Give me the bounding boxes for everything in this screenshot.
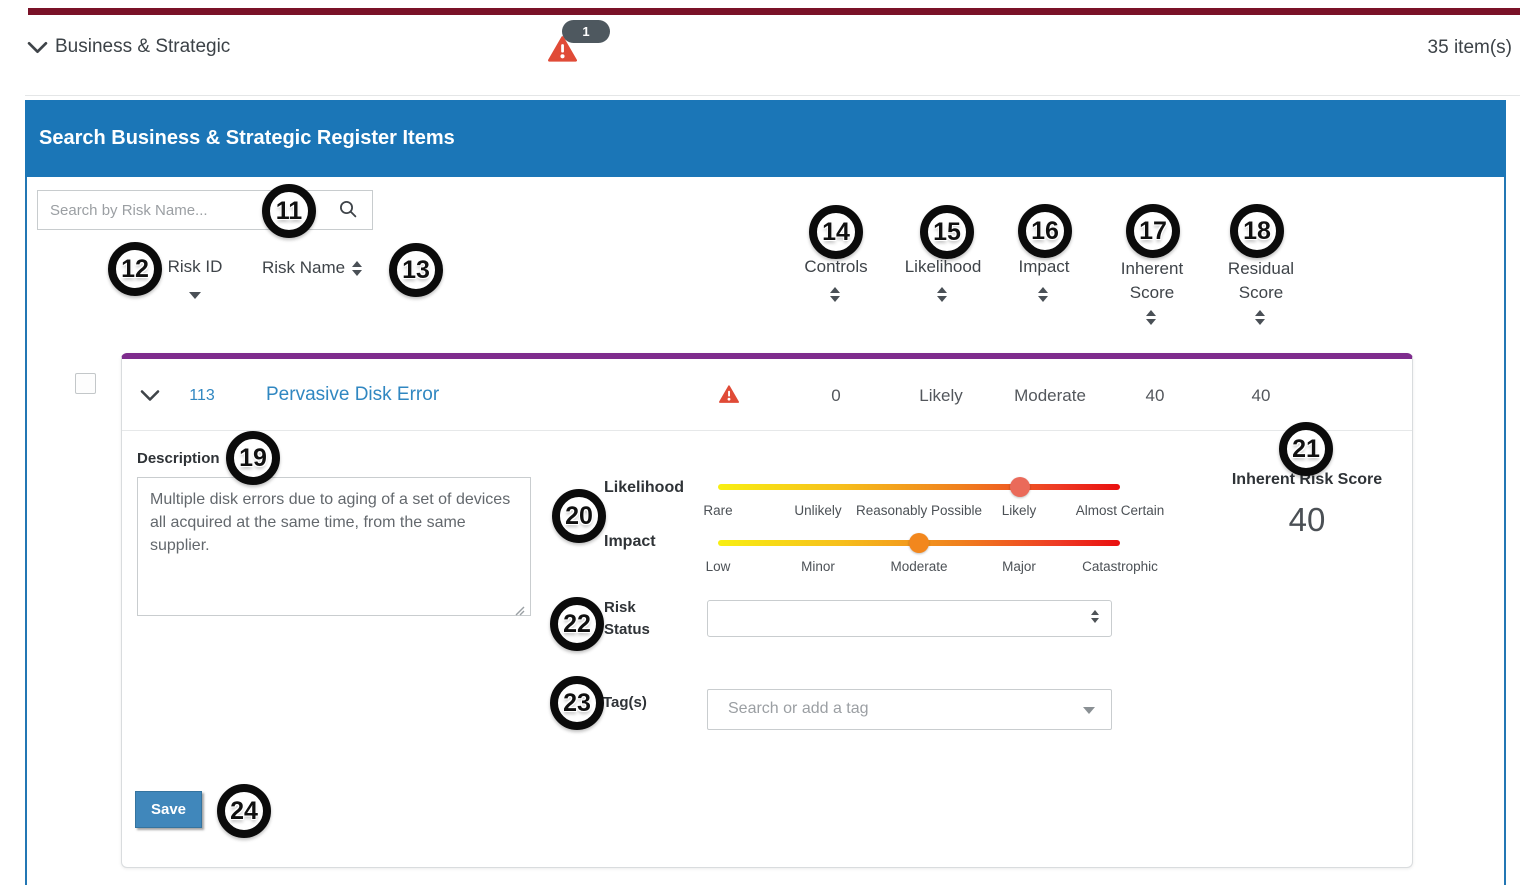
callout-badge-14: 14 bbox=[809, 205, 863, 259]
callout-badge-20: 20 bbox=[552, 489, 606, 543]
sort-icon bbox=[830, 287, 840, 302]
top-accent-bar bbox=[28, 8, 1520, 15]
column-header-risk-id[interactable]: Risk ID bbox=[167, 257, 223, 276]
description-label: Description bbox=[137, 450, 220, 467]
likelihood-slider-track[interactable] bbox=[718, 484, 1120, 490]
sort-icon bbox=[937, 287, 947, 302]
likelihood-slider-handle[interactable] bbox=[1010, 477, 1030, 497]
header-divider bbox=[25, 95, 1520, 96]
risk-id-link[interactable]: 113 bbox=[189, 387, 215, 404]
callout-badge-19: 19 bbox=[226, 431, 280, 485]
risk-name-link[interactable]: Pervasive Disk Error bbox=[266, 384, 440, 405]
row-likelihood-value: Likely bbox=[919, 386, 963, 405]
tags-dropdown[interactable]: Search or add a tag bbox=[707, 689, 1112, 730]
column-header-controls[interactable]: Controls bbox=[804, 257, 868, 276]
row-impact-value: Moderate bbox=[1014, 386, 1086, 405]
impact-tick-label: Major bbox=[1002, 559, 1036, 574]
dropdown-caret-icon bbox=[1083, 707, 1095, 714]
risk-row-card: 113 Pervasive Disk Error 0 Likely Modera… bbox=[121, 353, 1413, 868]
tags-label: Tag(s) bbox=[603, 694, 647, 711]
impact-slider-label: Impact bbox=[604, 533, 656, 550]
column-header-impact[interactable]: Impact bbox=[1018, 257, 1070, 276]
callout-badge-21: 21 bbox=[1279, 422, 1333, 476]
sort-direction-icon bbox=[189, 292, 201, 299]
column-header-likelihood[interactable]: Likelihood bbox=[904, 257, 982, 276]
sort-icon bbox=[1146, 310, 1156, 325]
impact-slider-handle[interactable] bbox=[909, 533, 929, 553]
column-header-inherent-score[interactable]: Inherent Score bbox=[1120, 259, 1184, 302]
impact-tick-label: Catastrophic bbox=[1082, 559, 1158, 574]
inherent-risk-score-label: Inherent Risk Score bbox=[1231, 471, 1383, 488]
row-expand-chevron-icon[interactable] bbox=[140, 389, 160, 407]
register-panel-header: Search Business & Strategic Register Ite… bbox=[25, 100, 1506, 177]
callout-badge-16: 16 bbox=[1018, 204, 1072, 258]
callout-badge-11: 11 bbox=[262, 184, 316, 238]
likelihood-slider-label: Likelihood bbox=[604, 479, 684, 496]
row-warning-icon bbox=[719, 385, 739, 409]
callout-badge-24: 24 bbox=[217, 784, 271, 838]
group-warning-icon bbox=[548, 36, 577, 68]
search-icon bbox=[338, 199, 358, 222]
callout-badge-13: 13 bbox=[389, 243, 443, 297]
likelihood-tick-label: Unlikely bbox=[794, 503, 842, 518]
impact-tick-label: Minor bbox=[801, 559, 835, 574]
row-checkbox[interactable] bbox=[75, 373, 96, 394]
description-textarea[interactable]: Multiple disk errors due to aging of a s… bbox=[137, 477, 531, 616]
column-header-risk-name-label: Risk Name bbox=[262, 258, 346, 277]
likelihood-tick-label: Rare bbox=[703, 503, 733, 518]
callout-badge-12: 12 bbox=[108, 242, 162, 296]
search-button[interactable] bbox=[323, 190, 373, 230]
tags-placeholder: Search or add a tag bbox=[728, 700, 869, 717]
likelihood-tick-label: Likely bbox=[1001, 503, 1037, 518]
panel-title: Search Business & Strategic Register Ite… bbox=[39, 127, 455, 149]
risk-status-label: Risk Status bbox=[604, 599, 650, 638]
column-header-risk-name[interactable]: Risk Name bbox=[262, 258, 363, 278]
sort-icon bbox=[352, 260, 363, 276]
callout-badge-22: 22 bbox=[550, 597, 604, 651]
column-header-residual-score[interactable]: Residual Score bbox=[1227, 259, 1295, 302]
likelihood-tick-label: Almost Certain bbox=[1075, 503, 1165, 518]
inherent-risk-score-value: 40 bbox=[1288, 501, 1326, 538]
callout-badge-15: 15 bbox=[920, 205, 974, 259]
row-divider bbox=[122, 430, 1412, 431]
save-button[interactable]: Save bbox=[135, 791, 202, 828]
row-inherent-score-value: 40 bbox=[1145, 386, 1165, 405]
sort-icon bbox=[1038, 287, 1048, 302]
row-residual-score-value: 40 bbox=[1251, 386, 1271, 405]
impact-tick-label: Moderate bbox=[890, 559, 948, 574]
callout-badge-23: 23 bbox=[550, 676, 604, 730]
select-spinner-icon bbox=[1091, 610, 1099, 623]
risk-status-select[interactable] bbox=[707, 600, 1112, 637]
items-count: 35 item(s) bbox=[1427, 37, 1512, 58]
group-collapse-chevron-icon[interactable] bbox=[27, 41, 48, 59]
row-controls-value: 0 bbox=[831, 386, 841, 405]
sort-icon bbox=[1255, 310, 1265, 325]
likelihood-tick-label: Reasonably Possible bbox=[855, 503, 983, 518]
callout-badge-18: 18 bbox=[1230, 204, 1284, 258]
callout-badge-17: 17 bbox=[1126, 204, 1180, 258]
impact-tick-label: Low bbox=[705, 559, 731, 574]
group-warning-count-badge: 1 bbox=[562, 20, 610, 43]
group-title: Business & Strategic bbox=[55, 36, 231, 57]
